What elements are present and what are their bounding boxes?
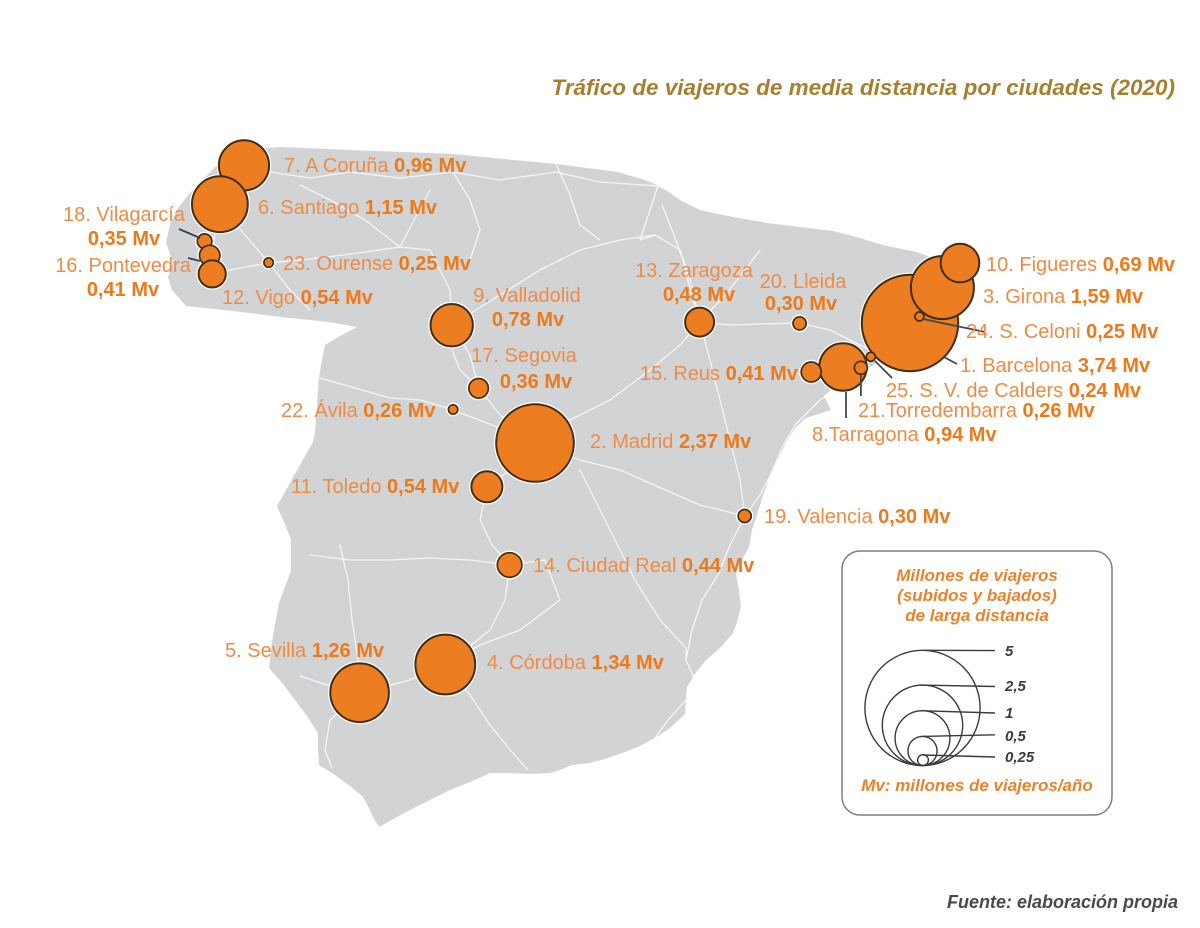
svg-text:11. Toledo 0,54 Mv: 11. Toledo 0,54 Mv [291,476,460,498]
svg-text:10. Figueres 0,69 Mv: 10. Figueres 0,69 Mv [986,254,1176,276]
svg-text:0,35 Mv: 0,35 Mv [88,228,161,250]
svg-text:3. Girona 1,59 Mv: 3. Girona 1,59 Mv [983,286,1144,308]
svg-text:6. Santiago 1,15 Mv: 6. Santiago 1,15 Mv [258,197,438,219]
svg-text:5: 5 [1005,643,1014,660]
svg-text:de larga distancia: de larga distancia [905,606,1049,625]
svg-text:(subidos y bajados): (subidos y bajados) [897,586,1057,605]
svg-text:18. Vilagarcía: 18. Vilagarcía [63,204,186,226]
svg-text:21.Torredembarra 0,26 Mv: 21.Torredembarra 0,26 Mv [858,400,1096,422]
svg-text:0,30 Mv: 0,30 Mv [765,293,838,315]
svg-text:19. Valencia 0,30 Mv: 19. Valencia 0,30 Mv [764,506,951,528]
svg-text:5. Sevilla 1,26 Mv: 5. Sevilla 1,26 Mv [225,640,385,662]
svg-text:2. Madrid 2,37 Mv: 2. Madrid 2,37 Mv [590,431,752,453]
svg-text:16. Pontevedra: 16. Pontevedra [55,255,192,277]
svg-text:1. Barcelona 3,74 Mv: 1. Barcelona 3,74 Mv [960,355,1151,377]
svg-text:0,78 Mv: 0,78 Mv [492,309,565,331]
svg-text:Fuente: elaboración propia: Fuente: elaboración propia [947,892,1178,912]
svg-text:24. S. Celoni 0,25 Mv: 24. S. Celoni 0,25 Mv [966,321,1159,343]
svg-text:14. Ciudad Real 0,44 Mv: 14. Ciudad Real 0,44 Mv [533,555,755,577]
svg-text:0,41 Mv: 0,41 Mv [87,279,160,301]
svg-text:4. Córdoba 1,34 Mv: 4. Córdoba 1,34 Mv [487,652,665,674]
svg-text:23. Ourense 0,25 Mv: 23. Ourense 0,25 Mv [283,253,472,275]
svg-text:2,5: 2,5 [1004,678,1027,695]
svg-text:20. Lleida: 20. Lleida [760,271,848,293]
svg-text:15. Reus 0,41 Mv: 15. Reus 0,41 Mv [640,363,799,385]
svg-text:0,5: 0,5 [1005,728,1027,745]
svg-text:25. S. V. de Calders 0,24 Mv: 25. S. V. de Calders 0,24 Mv [886,380,1142,402]
svg-text:0,25: 0,25 [1005,749,1035,766]
svg-text:8.Tarragona 0,94 Mv: 8.Tarragona 0,94 Mv [812,424,997,446]
svg-text:Mv: millones de viajeros/año: Mv: millones de viajeros/año [861,776,1092,795]
svg-text:7. A Coruña 0,96 Mv: 7. A Coruña 0,96 Mv [284,155,467,177]
svg-text:22. Ávila 0,26 Mv: 22. Ávila 0,26 Mv [281,399,436,422]
svg-text:Millones de viajeros: Millones de viajeros [896,566,1058,585]
svg-text:1: 1 [1005,705,1013,722]
svg-text:0,36 Mv: 0,36 Mv [500,371,573,393]
svg-text:9. Valladolid: 9. Valladolid [473,285,580,307]
svg-text:13. Zaragoza: 13. Zaragoza [635,260,754,282]
svg-text:17. Segovia: 17. Segovia [471,345,578,367]
svg-text:0,48 Mv: 0,48 Mv [663,284,736,306]
svg-text:12. Vigo 0,54 Mv: 12. Vigo 0,54 Mv [222,287,374,309]
svg-text:Tráfico de viajeros de media d: Tráfico de viajeros de media distancia p… [551,75,1175,100]
